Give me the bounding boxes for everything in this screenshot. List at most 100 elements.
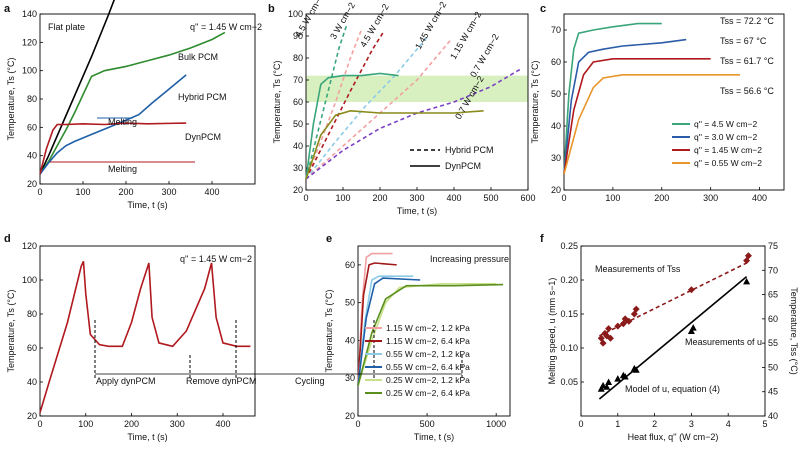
y-tick-label: 100 [22, 275, 37, 285]
legend-hybrid-label: Hybrid PCM [445, 145, 494, 155]
x-tick-label: 1000 [486, 419, 506, 429]
y-tick-label: 0.10 [560, 343, 578, 353]
x-tick-label: 200 [118, 187, 133, 197]
y-axis-label: Temperature, Ts (°C) [272, 61, 282, 144]
series-line [39, 122, 187, 175]
annotation-tss-0: Tss = 72.2 °C [720, 16, 774, 26]
y-tick-label: 20 [27, 179, 37, 189]
series-3 [357, 277, 421, 386]
y-axis-label: Temperature, Ts (°C) [6, 290, 16, 373]
panel-f: f0 1 2 3 4 50.050.100.150.200.254045505560657… [540, 233, 799, 442]
panel-a: a 0 100 200 300 400 20 40 60 80 100 120 140 Time, t (… [4, 0, 256, 210]
series-0 [305, 24, 348, 180]
y-tick-label: 80 [27, 94, 37, 104]
data-point [599, 381, 607, 389]
series-line [305, 109, 484, 180]
legend-e-label-1: 1.15 W cm−2, 6.4 kPa [386, 336, 470, 346]
annotation-measurements-u: Measurements of u [685, 337, 762, 347]
series-label-dynpcm: DynPCM [185, 132, 221, 142]
panel-label: c [540, 3, 546, 15]
series-label-b-2: 4.5 W cm−2 [358, 2, 391, 49]
series-0 [39, 0, 115, 175]
x-tick-label: 100 [335, 193, 350, 203]
annotation-heat-flux: q'' = 1.45 W cm−2 [190, 22, 262, 32]
y-tick-label: 20 [551, 185, 561, 195]
annotation-melting-hybrid: Melting [108, 117, 137, 127]
data-point [744, 252, 752, 260]
annotation-remove-dynpcm: Remove dynPCM [186, 376, 257, 386]
y-tick-label: 140 [22, 9, 37, 19]
x-tick-label: 1 [615, 419, 620, 429]
annotation-tss-1: Tss = 67 °C [720, 36, 767, 46]
series-line [357, 262, 397, 386]
annotation-flat-plate: Flat plate [48, 22, 85, 32]
series-line [39, 31, 226, 175]
legend-e-label-2: 0.55 W cm−2, 1.2 kPa [386, 349, 470, 359]
series-1 [39, 31, 226, 175]
y-tick-label: 0.15 [560, 309, 578, 319]
y-tick-label: 100 [22, 66, 37, 76]
y-tick-label: 0.05 [560, 377, 578, 387]
y2-tick-label: 70 [768, 265, 778, 275]
x-tick-label: 0 [578, 419, 583, 429]
panel-e: e 0 500 1000 20 30 40 50 60 Time, t (s) Temperatur… [324, 233, 511, 442]
annotation-measurements-tss: Measurements of Tss [595, 264, 681, 274]
y-axis-label: Melting speed, u (mm s−1) [547, 278, 557, 385]
series-3 [39, 122, 187, 175]
x-tick-label: 300 [703, 193, 718, 203]
data-point [605, 378, 613, 385]
series-1 [598, 275, 748, 400]
panel-label: b [268, 3, 275, 15]
y-tick-label: 120 [22, 241, 37, 251]
y-tick-label: 50 [293, 119, 303, 129]
y-tick-label: 30 [293, 163, 303, 173]
panel-d: d 0 100 200 300 400 20 40 60 80 100 120 Time, t (s) T… [4, 233, 256, 442]
y2-tick-label: 75 [768, 241, 778, 251]
series-2 [39, 74, 187, 175]
annotation-increasing-pressure: Increasing pressure [430, 254, 509, 264]
series-0 [597, 277, 751, 392]
annotation-apply-dynpcm: Apply dynPCM [96, 376, 156, 386]
data-point [599, 339, 607, 347]
plot-frame [39, 245, 256, 417]
plot-frame [563, 13, 785, 191]
legend-e-label-5: 0.25 W cm−2, 6.4 kPa [386, 388, 470, 398]
series-3 [305, 35, 429, 180]
y-tick-label: 0.20 [560, 275, 578, 285]
y-tick-label: 80 [293, 53, 303, 63]
plot-frame [580, 245, 766, 417]
series-line [305, 24, 348, 180]
y2-tick-label: 45 [768, 387, 778, 397]
series-line [39, 0, 115, 175]
y2-tick-label: 65 [768, 290, 778, 300]
plot-frame [357, 245, 511, 417]
series-1 [357, 262, 397, 386]
annotation-melting-dyn: Melting [108, 164, 137, 174]
x-tick-label: 200 [372, 193, 387, 203]
series-line [563, 57, 711, 175]
series-line [39, 260, 251, 413]
x-tick-label: 200 [124, 419, 139, 429]
x-tick-label: 200 [654, 193, 669, 203]
data-point [605, 325, 613, 333]
legend-e-label-4: 0.25 W cm−2, 1.2 kPa [386, 375, 470, 385]
x-tick-label: 400 [204, 187, 219, 197]
legend-dyn-label: DynPCM [445, 161, 481, 171]
series-1 [563, 38, 687, 175]
annotation-tss-3: Tss = 56.6 °C [720, 86, 774, 96]
data-point [597, 385, 605, 392]
y-tick-label: 40 [27, 151, 37, 161]
x-tick-label: 100 [75, 187, 90, 197]
y-tick-label: 40 [27, 377, 37, 387]
x-tick-label: 400 [215, 419, 230, 429]
legend-c-label-0: q'' = 4.5 W cm−2 [694, 119, 758, 129]
y-tick-label: 40 [345, 335, 355, 345]
series-0 [563, 22, 662, 175]
x-tick-label: 100 [78, 419, 93, 429]
x-tick-label: 100 [605, 193, 620, 203]
series-label-b-5: 0.7 W cm−2 [468, 32, 501, 79]
x-tick-label: 5 [762, 419, 767, 429]
y-tick-label: 60 [345, 260, 355, 270]
